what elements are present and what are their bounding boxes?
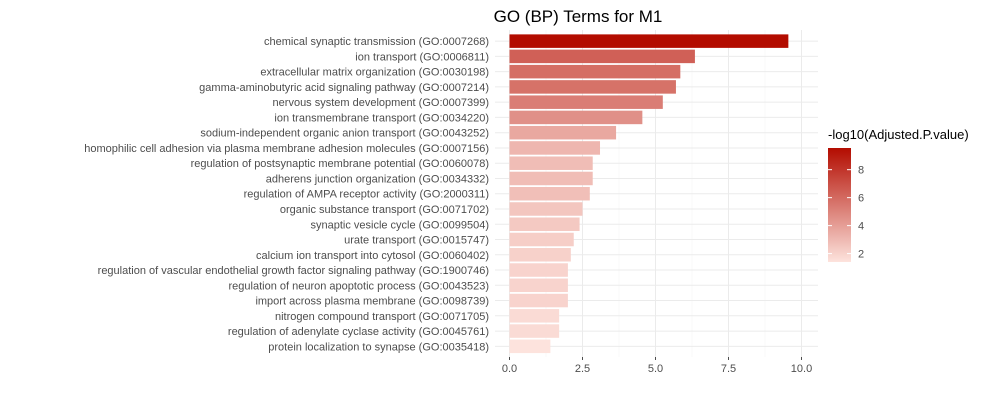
legend-tick-label: 8 xyxy=(858,165,864,177)
bar xyxy=(509,186,590,201)
category-label: regulation of AMPA receptor activity (GO… xyxy=(244,189,489,201)
legend-tick-label: 4 xyxy=(858,221,864,233)
category-label: calcium ion transport into cytosol (GO:0… xyxy=(256,250,489,262)
x-tick-label: 2.5 xyxy=(575,363,590,375)
category-label: extracellular matrix organization (GO:00… xyxy=(260,67,489,79)
category-label: ion transmembrane transport (GO:0034220) xyxy=(274,112,489,124)
bar xyxy=(509,64,681,79)
bar xyxy=(509,95,663,109)
category-label: chemical synaptic transmission (GO:00072… xyxy=(264,36,489,48)
category-label: gamma-aminobutyric acid signaling pathwa… xyxy=(199,82,489,94)
category-label: ion transport (GO:0006811) xyxy=(355,51,489,63)
x-tick-label: 10.0 xyxy=(791,363,812,375)
color-legend: -log10(Adjusted.P.value) 2 4 6 8 xyxy=(828,127,969,262)
bar xyxy=(509,171,593,186)
chart-title: GO (BP) Terms for M1 xyxy=(494,7,663,26)
legend-ticks: 2 4 6 8 xyxy=(828,165,864,261)
category-label: regulation of vascular endothelial growt… xyxy=(98,265,489,277)
x-tick-label: 7.5 xyxy=(721,363,736,375)
bar xyxy=(509,232,574,247)
bar xyxy=(509,248,571,262)
category-label: import across plasma membrane (GO:009873… xyxy=(255,296,489,308)
bar xyxy=(509,110,643,125)
category-label: nitrogen compound transport (GO:0071705) xyxy=(275,311,489,323)
bar xyxy=(509,293,568,308)
category-labels: chemical synaptic transmission (GO:00072… xyxy=(84,36,489,353)
category-label: sodium-independent organic anion transpo… xyxy=(200,128,489,140)
bar xyxy=(509,339,551,354)
bar xyxy=(509,217,580,231)
legend-tick-label: 6 xyxy=(858,193,864,205)
category-label: homophilic cell adhesion via plasma memb… xyxy=(84,143,489,155)
legend-title: -log10(Adjusted.P.value) xyxy=(828,127,969,142)
bar xyxy=(509,125,617,140)
category-label: regulation of adenylate cyclase activity… xyxy=(228,326,489,338)
x-tick-label: 0.0 xyxy=(502,363,517,375)
bar xyxy=(509,156,593,170)
bar xyxy=(509,309,560,323)
bar xyxy=(509,278,568,293)
legend-tick-label: 2 xyxy=(858,249,864,261)
bar xyxy=(509,80,676,94)
bar xyxy=(509,49,695,64)
bars-group xyxy=(509,34,789,354)
x-axis-ticks: 0.0 2.5 5.0 7.5 10.0 xyxy=(502,357,812,375)
category-label: regulation of neuron apoptotic process (… xyxy=(229,280,490,292)
x-tick-label: 5.0 xyxy=(648,363,663,375)
category-label: nervous system development (GO:0007399) xyxy=(273,97,489,109)
bar xyxy=(509,263,568,277)
category-label: urate transport (GO:0015747) xyxy=(344,235,489,247)
bar xyxy=(509,324,560,338)
legend-color-bar xyxy=(828,148,851,262)
category-label: protein localization to synapse (GO:0035… xyxy=(268,341,489,353)
category-label: regulation of postsynaptic membrane pote… xyxy=(191,158,489,170)
category-label: synaptic vesicle cycle (GO:0099504) xyxy=(310,219,489,231)
bar xyxy=(509,141,601,155)
category-label: adherens junction organization (GO:00343… xyxy=(266,173,489,185)
bar xyxy=(509,202,583,216)
category-label: organic substance transport (GO:0071702) xyxy=(280,204,489,216)
bar xyxy=(509,34,789,48)
